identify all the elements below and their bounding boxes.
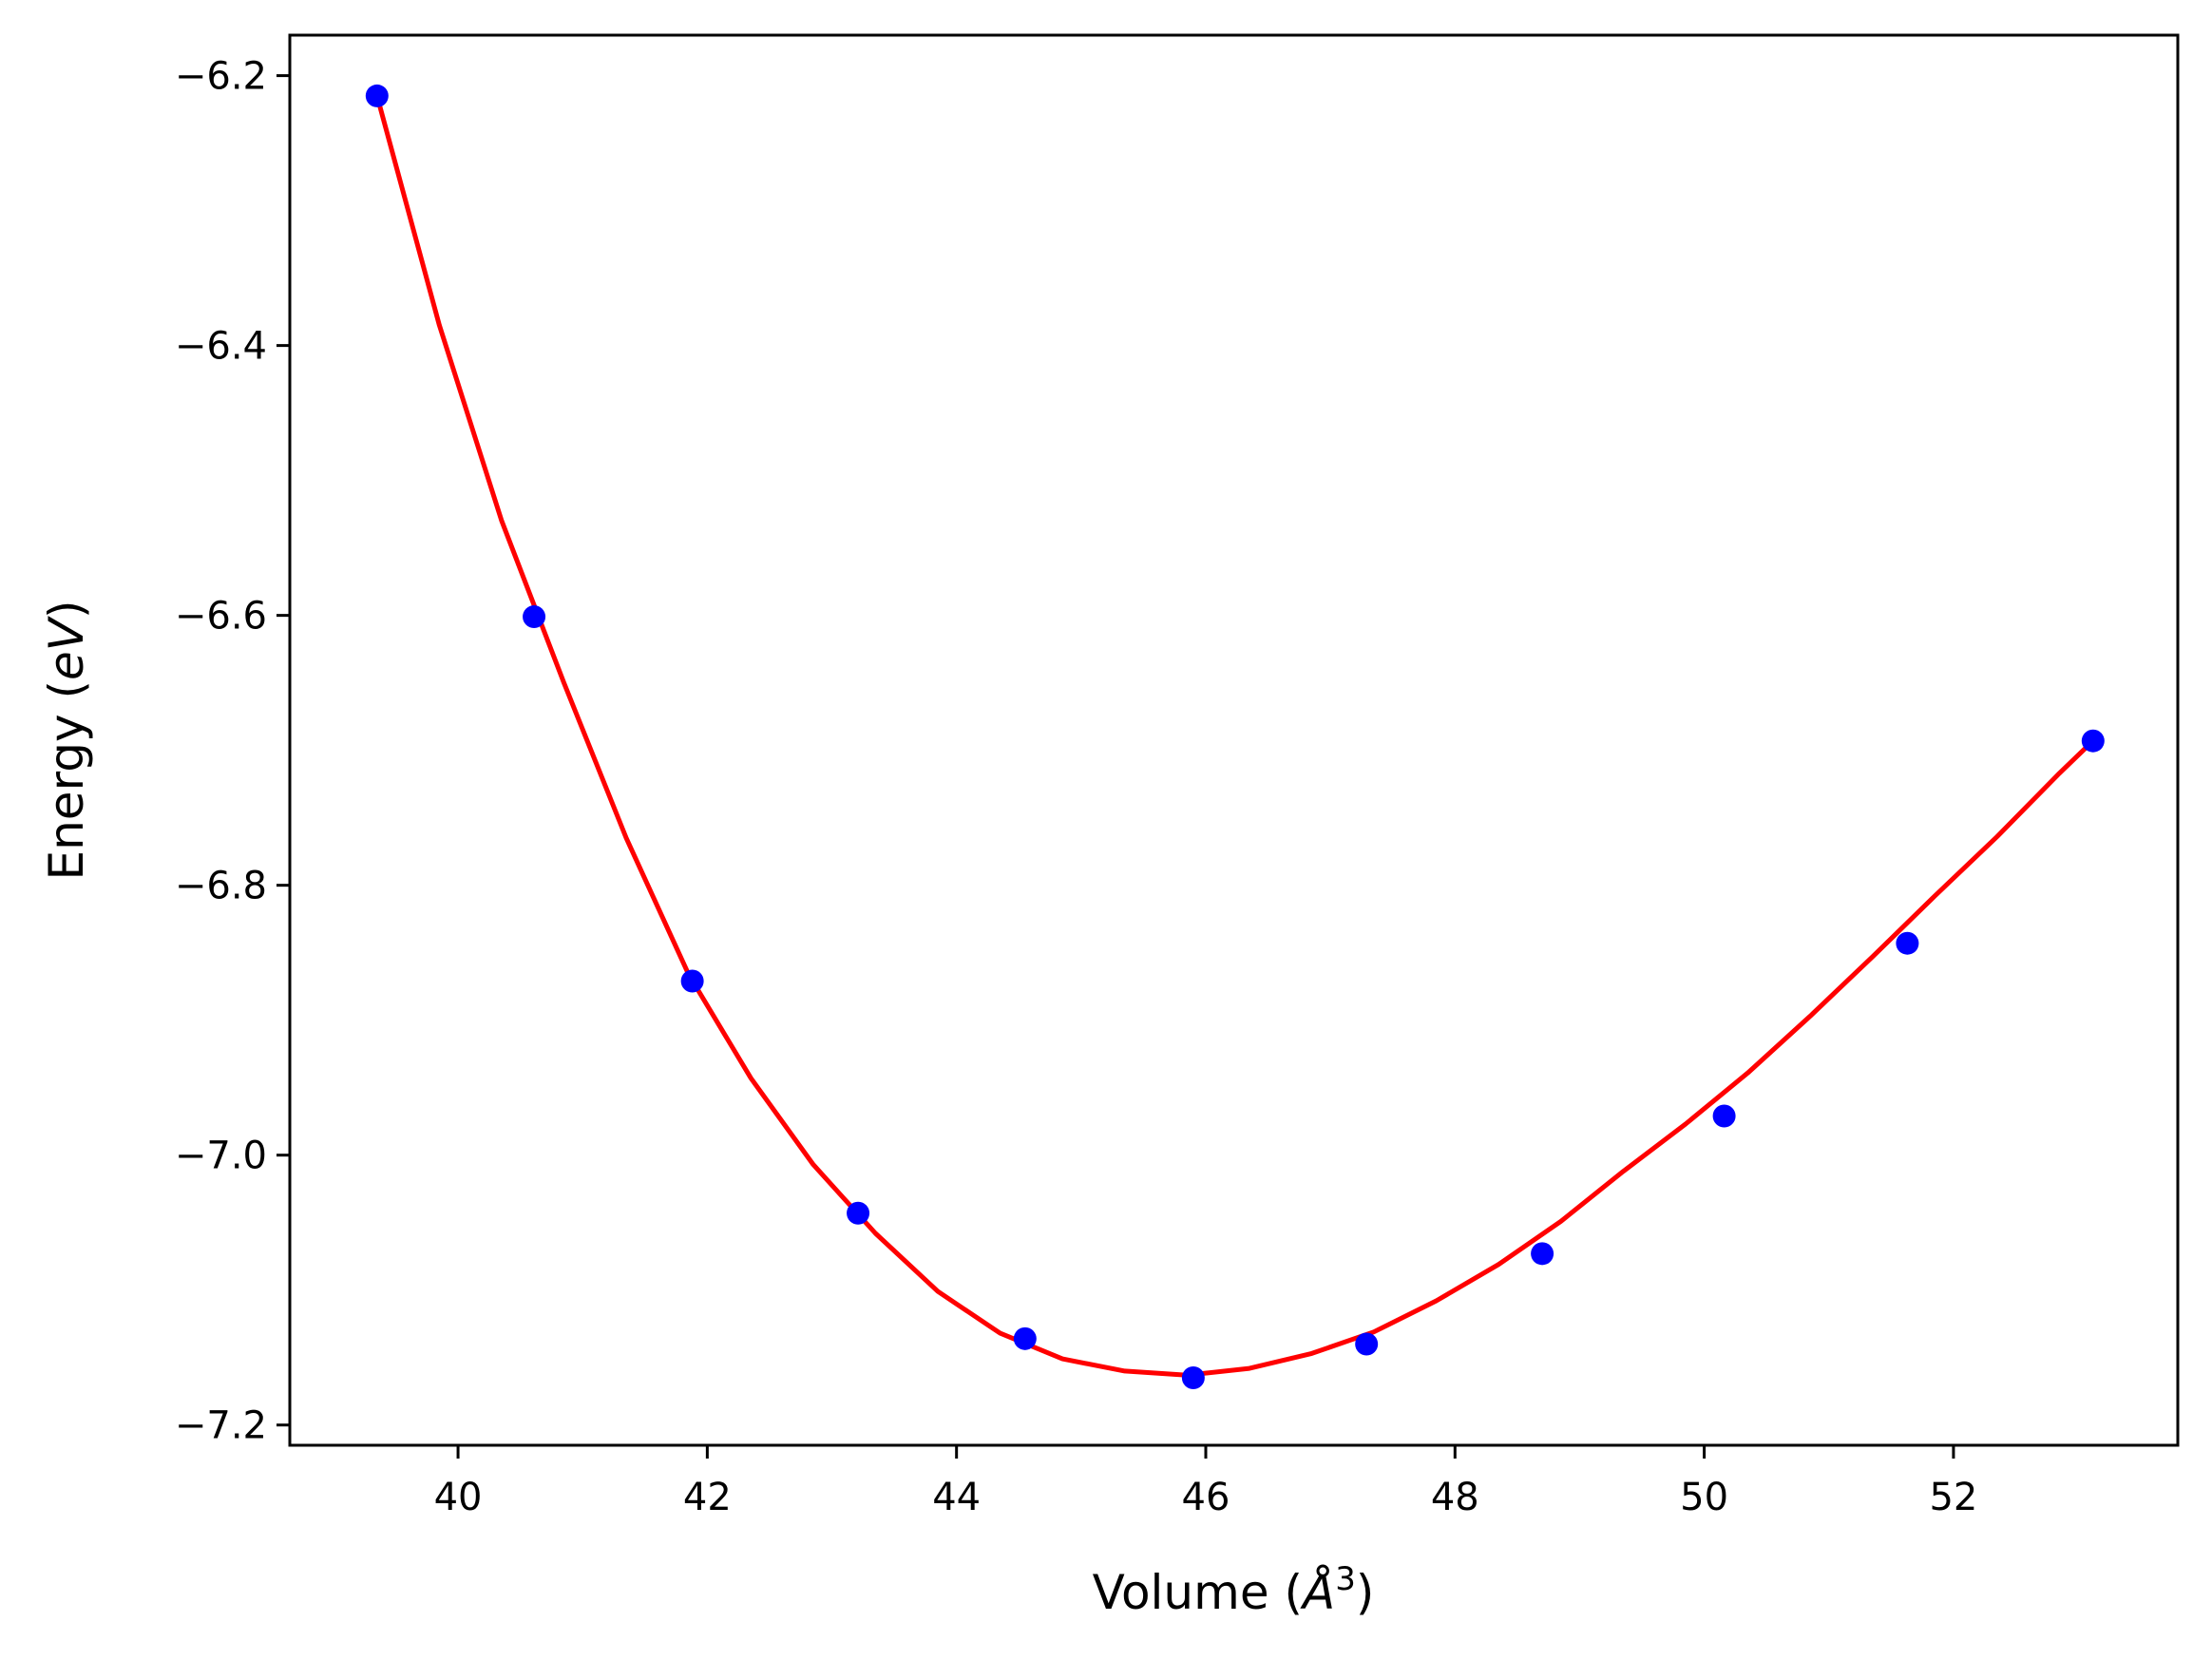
data-point — [1712, 1104, 1736, 1128]
data-point — [1355, 1332, 1379, 1356]
data-point — [365, 84, 389, 107]
y-tick-label: −6.4 — [175, 325, 267, 369]
y-tick-label: −6.6 — [175, 595, 267, 639]
y-tick-label: −6.8 — [175, 865, 267, 908]
y-tick-label: −7.0 — [175, 1135, 267, 1178]
data-point — [847, 1201, 870, 1225]
x-tick-label: 52 — [1929, 1476, 1977, 1519]
x-tick-label: 46 — [1182, 1476, 1230, 1519]
y-axis-label: Energy (eV) — [39, 601, 94, 881]
y-tick-label: −7.2 — [175, 1404, 267, 1448]
y-axis-ticks: −6.2 −6.4 −6.6 −6.8 −7.0 −7.2 — [175, 55, 290, 1448]
data-point — [1531, 1242, 1554, 1266]
x-axis-label: Volume (Å3) — [1093, 1560, 1375, 1620]
x-tick-label: 44 — [932, 1476, 981, 1519]
y-tick-label: −6.2 — [175, 55, 267, 99]
data-point — [523, 605, 546, 629]
plot-area — [365, 84, 2105, 1389]
fit-curve-line — [374, 95, 2095, 1378]
x-tick-label: 40 — [434, 1476, 483, 1519]
x-tick-label: 42 — [683, 1476, 732, 1519]
x-tick-label: 50 — [1680, 1476, 1728, 1519]
data-point — [1181, 1365, 1205, 1389]
data-point — [1013, 1326, 1037, 1350]
data-point — [2081, 729, 2105, 753]
axes-frame — [288, 33, 2180, 1447]
data-point — [1896, 931, 1919, 955]
x-axis-ticks: 40 42 44 46 48 50 52 — [434, 1445, 1977, 1519]
x-tick-label: 48 — [1431, 1476, 1479, 1519]
data-point — [680, 969, 704, 993]
